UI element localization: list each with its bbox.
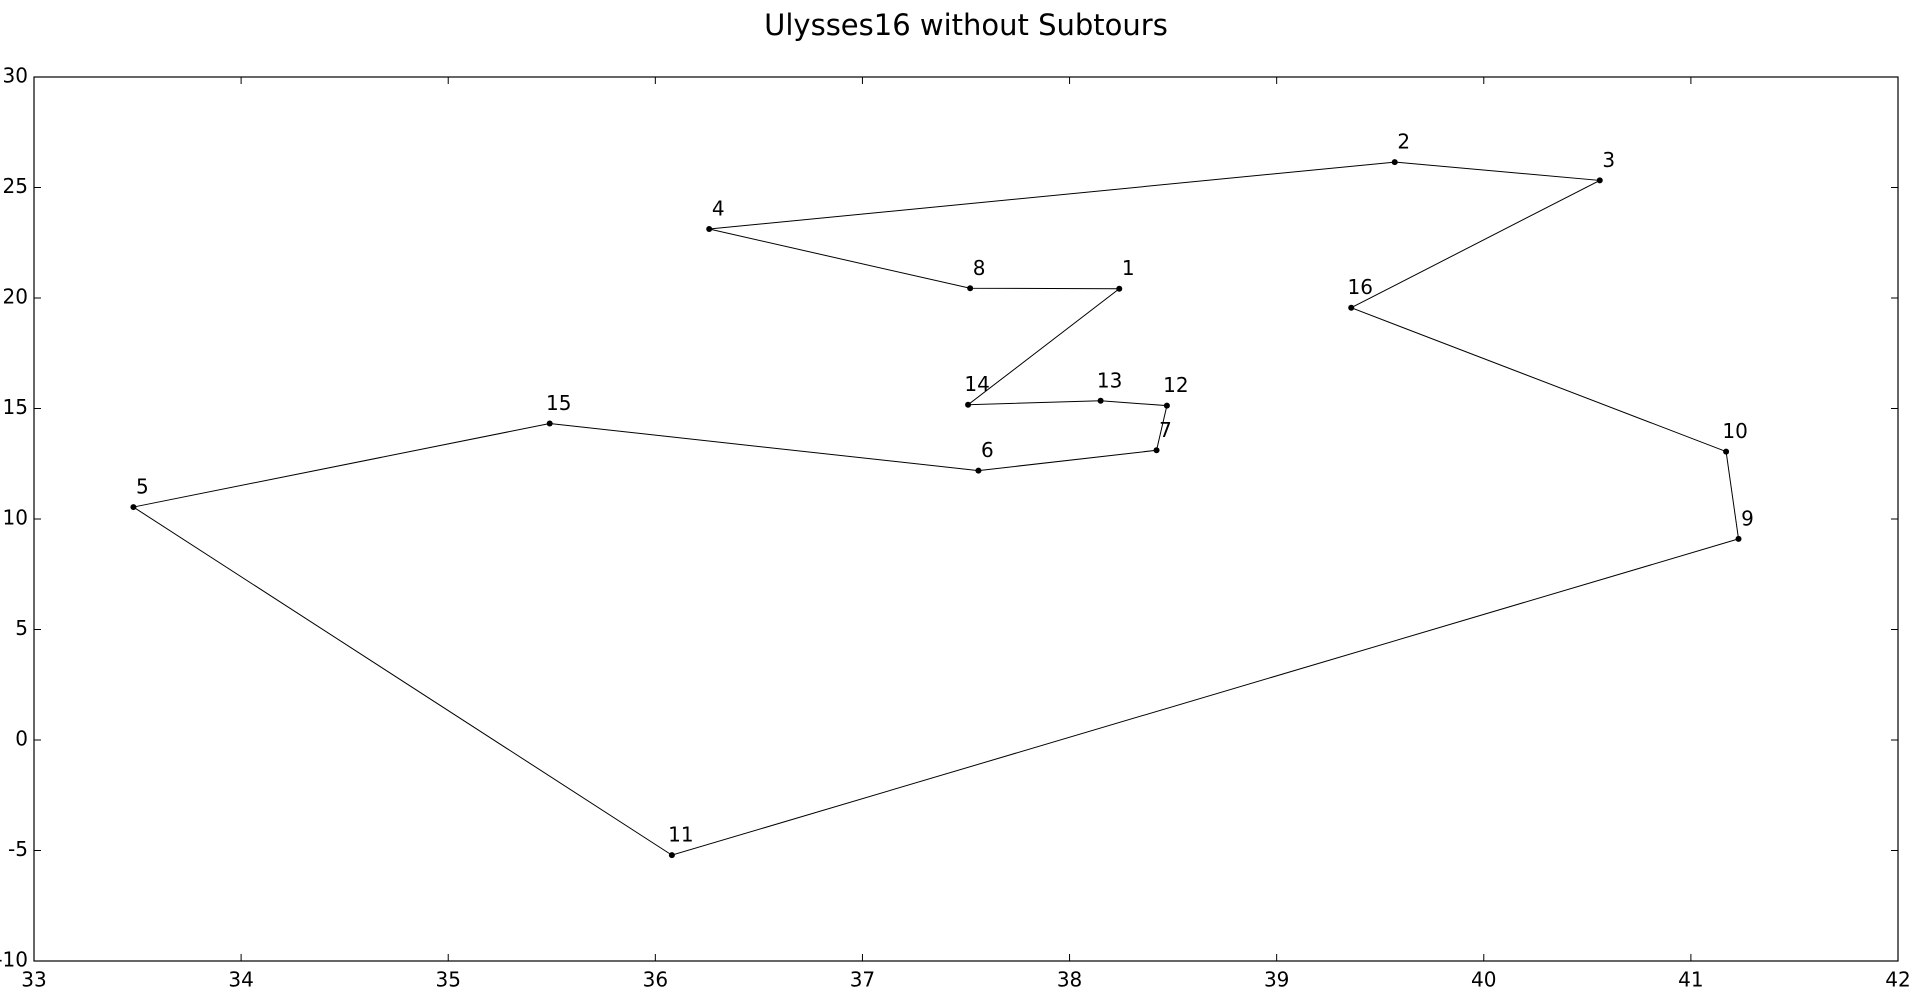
- x-tick-label: 33: [21, 968, 46, 992]
- x-tick-label: 39: [1264, 968, 1289, 992]
- city-point: [1596, 177, 1603, 184]
- y-tick-label: -5: [8, 837, 28, 861]
- x-tick-label: 38: [1057, 968, 1082, 992]
- city-point: [965, 401, 972, 408]
- y-tick-label: 15: [3, 395, 28, 419]
- plot-frame: [33, 76, 1899, 962]
- city-point: [967, 285, 974, 292]
- city-point: [1723, 448, 1730, 455]
- city-point: [975, 467, 982, 474]
- city-point: [1735, 535, 1742, 542]
- city-point: [668, 852, 675, 859]
- city-label: 5: [136, 475, 149, 499]
- y-tick-label: 25: [3, 174, 28, 198]
- y-tick-label: 30: [3, 64, 28, 88]
- city-label: 14: [964, 372, 989, 396]
- city-point: [1097, 397, 1104, 404]
- city-label: 4: [712, 197, 725, 221]
- x-tick-label: 42: [1885, 968, 1910, 992]
- city-label: 10: [1722, 419, 1747, 443]
- city-label: 6: [981, 438, 994, 462]
- x-tick-label: 40: [1471, 968, 1496, 992]
- city-label: 11: [668, 823, 693, 847]
- city-point: [130, 504, 137, 511]
- x-tick-label: 34: [228, 968, 253, 992]
- city-label: 1: [1122, 256, 1135, 280]
- city-label: 9: [1741, 506, 1754, 530]
- city-point: [546, 420, 553, 427]
- city-point: [1391, 159, 1398, 166]
- city-point: [1163, 402, 1170, 409]
- city-label: 13: [1097, 368, 1122, 392]
- y-tick-label: 0: [15, 727, 28, 751]
- y-tick-label: 20: [3, 285, 28, 309]
- y-tick-label: 5: [15, 616, 28, 640]
- city-label: 12: [1163, 373, 1188, 397]
- tour-line: [132, 161, 1740, 856]
- city-label: 7: [1159, 418, 1172, 442]
- x-tick-label: 35: [435, 968, 460, 992]
- x-tick-label: 41: [1678, 968, 1703, 992]
- city-point: [1348, 304, 1355, 311]
- city-label: 15: [546, 391, 571, 415]
- y-tick-label: 10: [3, 506, 28, 530]
- city-label: 8: [973, 256, 986, 280]
- x-tick-label: 36: [643, 968, 668, 992]
- city-point: [1153, 447, 1160, 454]
- x-tick-label: 37: [850, 968, 875, 992]
- y-tick-label: -10: [0, 948, 28, 972]
- city-label: 3: [1602, 148, 1615, 172]
- city-point: [1116, 285, 1123, 292]
- city-label: 16: [1348, 275, 1373, 299]
- city-point: [706, 226, 713, 233]
- city-label: 2: [1397, 130, 1410, 154]
- chart-title: Ulysses16 without Subtours: [764, 8, 1168, 42]
